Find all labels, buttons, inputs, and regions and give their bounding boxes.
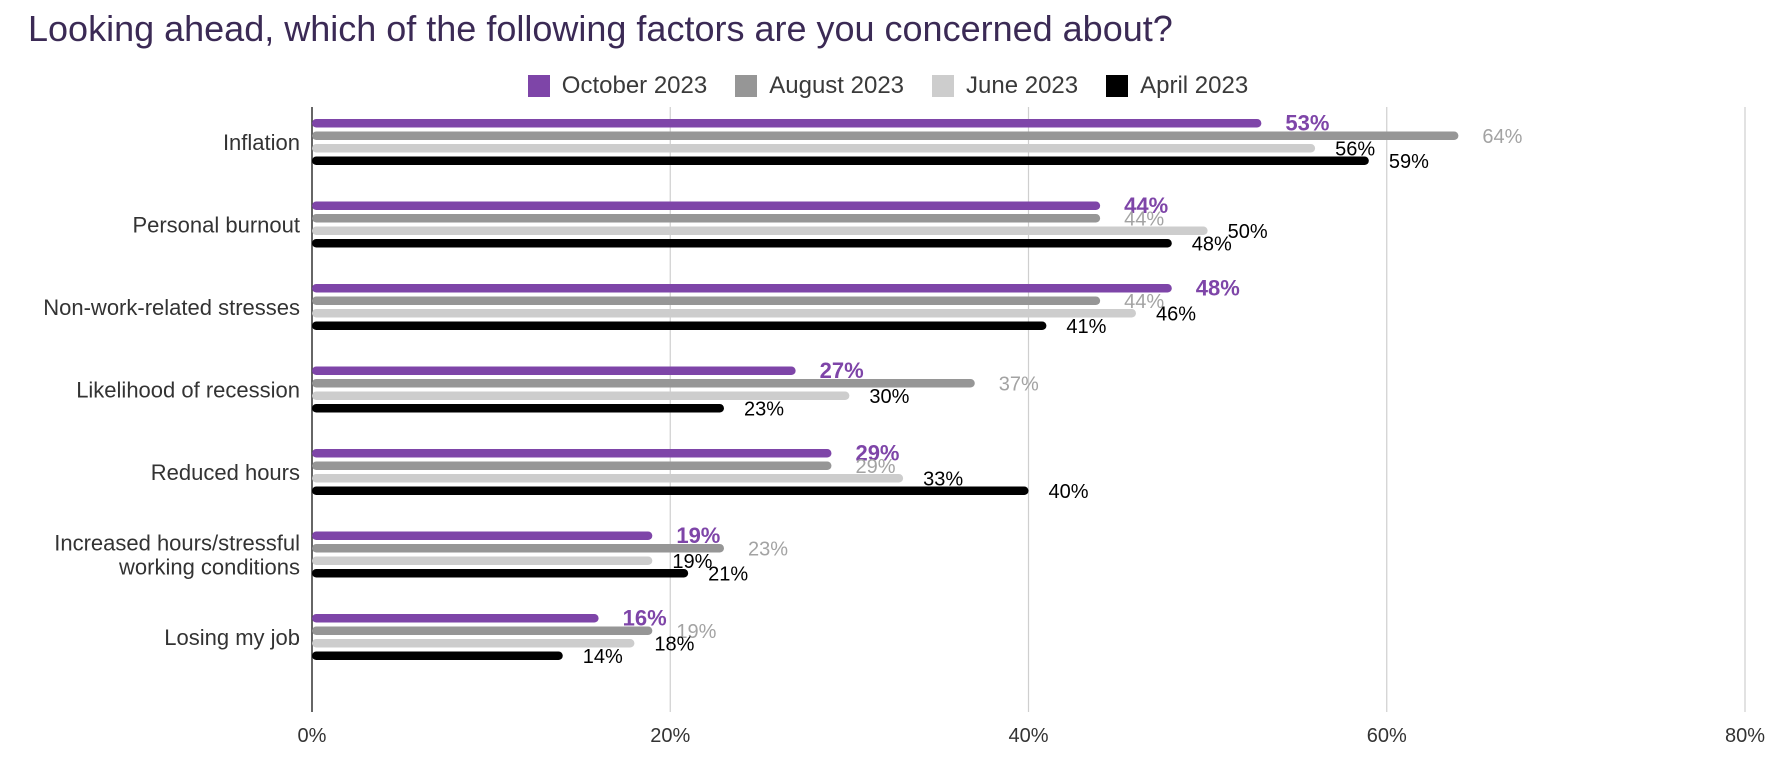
category-label: Reduced hours — [151, 460, 300, 485]
bar — [312, 366, 796, 375]
category-label: Inflation — [223, 130, 300, 155]
data-label: 29% — [855, 440, 899, 465]
bar — [312, 321, 1047, 330]
legend-swatch — [527, 75, 550, 97]
data-label: 56% — [1335, 138, 1375, 160]
legend-swatch — [1106, 75, 1129, 97]
data-label: 19% — [676, 621, 716, 643]
bar — [312, 651, 563, 660]
bar — [312, 226, 1208, 235]
bar — [312, 486, 1029, 495]
data-label: 30% — [869, 386, 909, 408]
data-label: 27% — [820, 358, 864, 383]
data-label: 46% — [1156, 303, 1196, 325]
bar — [312, 144, 1316, 153]
bar — [312, 639, 635, 648]
bar — [312, 449, 832, 458]
bar — [312, 201, 1101, 210]
bar — [312, 531, 653, 540]
data-label: 48% — [1196, 275, 1240, 300]
bar — [312, 474, 904, 483]
bar — [312, 284, 1172, 293]
legend-item: June 2023 — [932, 72, 1078, 100]
category-label: Increased hours/stressful — [54, 531, 300, 556]
category-label: Losing my job — [164, 625, 300, 650]
bar — [312, 556, 653, 565]
data-label: 19% — [672, 551, 712, 573]
category-label: Non-work-related stresses — [43, 295, 300, 320]
category-label: working conditions — [118, 555, 300, 580]
legend-label: June 2023 — [966, 72, 1079, 99]
data-label: 64% — [1482, 126, 1522, 148]
bar — [312, 131, 1459, 140]
legend-label: April 2023 — [1140, 72, 1249, 99]
chart-title: Looking ahead, which of the following fa… — [28, 8, 1173, 49]
bar — [312, 156, 1369, 165]
data-label: 18% — [654, 633, 694, 655]
legend-label: August 2023 — [769, 72, 905, 99]
bar — [312, 544, 724, 553]
x-tick-label: 60% — [1367, 725, 1407, 747]
x-tick-label: 0% — [298, 725, 327, 747]
data-label: 37% — [999, 373, 1039, 395]
bar — [312, 296, 1101, 305]
bar — [312, 461, 832, 470]
x-tick-label: 20% — [650, 725, 690, 747]
bar — [312, 569, 689, 578]
x-tick-label: 80% — [1725, 725, 1765, 747]
data-label: 59% — [1389, 151, 1429, 173]
bar — [312, 119, 1262, 128]
data-label: 44% — [1124, 193, 1168, 218]
legend: October 2023 August 2023 June 2023 April 20… — [0, 72, 1776, 100]
data-label: 19% — [676, 523, 720, 548]
legend-swatch — [735, 75, 758, 97]
data-label: 48% — [1192, 233, 1232, 255]
data-label: 23% — [744, 398, 784, 420]
data-label: 33% — [923, 468, 963, 490]
bar — [312, 214, 1101, 223]
category-label: Personal burnout — [132, 213, 300, 238]
data-label: 29% — [855, 456, 895, 478]
legend-swatch — [932, 75, 955, 97]
bar — [312, 626, 653, 635]
bar — [312, 379, 975, 388]
data-label: 40% — [1049, 481, 1089, 503]
data-label: 50% — [1228, 221, 1268, 243]
data-label: 14% — [583, 646, 623, 668]
x-tick-label: 40% — [1008, 725, 1048, 747]
bar — [312, 391, 850, 400]
data-label: 23% — [748, 538, 788, 560]
data-label: 41% — [1066, 316, 1106, 338]
bar — [312, 614, 599, 623]
data-label: 44% — [1124, 208, 1164, 230]
data-label: 21% — [708, 563, 748, 585]
data-label: 16% — [623, 605, 667, 630]
bar — [312, 404, 724, 413]
category-label: Likelihood of recession — [76, 378, 300, 403]
data-label: 53% — [1285, 110, 1329, 135]
legend-item: April 2023 — [1106, 72, 1248, 100]
legend-item: August 2023 — [735, 72, 904, 100]
bar — [312, 239, 1172, 248]
legend-label: October 2023 — [561, 72, 708, 99]
bar — [312, 309, 1136, 318]
data-label: 44% — [1124, 291, 1164, 313]
legend-item: October 2023 — [527, 72, 708, 100]
